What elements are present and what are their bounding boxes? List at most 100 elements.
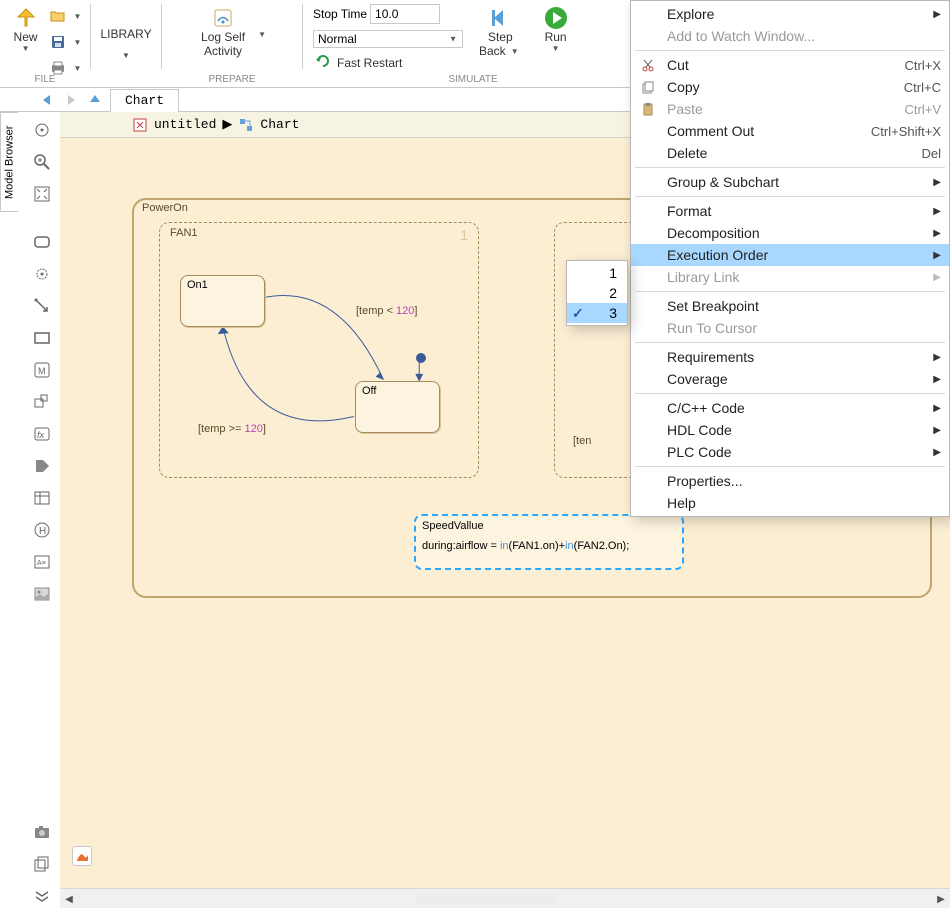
junction-icon[interactable] — [30, 262, 54, 286]
default-transition-dot[interactable] — [416, 353, 426, 363]
open-button[interactable] — [48, 6, 68, 26]
menu-group-subchart[interactable]: Group & Subchart▶ — [631, 171, 949, 193]
target-icon[interactable] — [30, 118, 54, 142]
transition-condition: [temp < 120] — [356, 305, 417, 317]
sim-mode-select[interactable]: Normal — [313, 30, 463, 48]
chart-icon — [238, 117, 254, 133]
collapse-icon[interactable] — [30, 884, 54, 908]
nav-back-button[interactable] — [36, 89, 58, 111]
menu-execution-order[interactable]: Execution Order▶ — [631, 244, 949, 266]
fit-icon[interactable] — [30, 182, 54, 206]
save-button[interactable] — [48, 32, 68, 52]
dropdown-arrow-icon[interactable]: ▼ — [71, 12, 85, 21]
submenu-item-3[interactable]: ✓ 3 — [567, 303, 627, 323]
dropdown-arrow-icon: ▼ — [19, 44, 33, 53]
step-back-button[interactable]: Step Back ▼ — [473, 2, 528, 62]
model-browser-tab[interactable]: Model Browser — [0, 112, 18, 212]
menu-explore[interactable]: Explore▶ — [631, 3, 949, 25]
copy-icon — [639, 78, 657, 96]
breadcrumb-chart[interactable]: Chart — [260, 117, 299, 132]
nav-up-button[interactable] — [84, 89, 106, 111]
state-label: SpeedVallue — [422, 520, 676, 532]
menu-decomposition[interactable]: Decomposition▶ — [631, 222, 949, 244]
menu-add-watch: Add to Watch Window... — [631, 25, 949, 47]
image-icon[interactable] — [30, 582, 54, 606]
svg-text:M: M — [38, 366, 46, 376]
state-label: FAN1 — [170, 227, 198, 239]
execution-order-submenu: 1 2 ✓ 3 — [566, 260, 628, 326]
menu-copy[interactable]: CopyCtrl+C — [631, 76, 949, 98]
breadcrumb-root[interactable]: untitled — [154, 117, 216, 132]
logself-label-2: Activity — [204, 44, 242, 58]
cut-icon — [639, 56, 657, 74]
svg-text:H: H — [39, 526, 46, 537]
scroll-right-button[interactable]: ▶ — [932, 889, 950, 909]
simulink-func-icon[interactable] — [30, 390, 54, 414]
dropdown-arrow-icon: ▼ — [508, 47, 522, 56]
truth-table-icon[interactable] — [30, 486, 54, 510]
nav-forward-button[interactable] — [60, 89, 82, 111]
execution-order-badge: 1 — [460, 227, 468, 243]
matlab-logo-icon[interactable] — [72, 846, 92, 866]
submenu-item-2[interactable]: 2 — [567, 283, 627, 303]
run-label: Run — [545, 30, 567, 44]
check-icon: ✓ — [572, 305, 584, 322]
camera-icon[interactable] — [30, 820, 54, 844]
menu-library-link: Library Link▶ — [631, 266, 949, 288]
state-fan1[interactable]: FAN1 1 On1 Off — [159, 222, 479, 478]
group-label-prepare: PREPARE — [162, 74, 302, 85]
dropdown-arrow-icon[interactable]: ▼ — [71, 64, 85, 73]
dropdown-arrow-icon: ▼ — [119, 51, 133, 60]
state-action-expr: during:airflow = in(FAN1.on)+in(FAN2.On)… — [422, 540, 676, 552]
run-button[interactable]: Run ▼ — [538, 2, 574, 57]
new-label: New — [14, 30, 38, 44]
horizontal-scrollbar[interactable]: ◀ ▶ — [60, 888, 950, 908]
zoom-in-icon[interactable] — [30, 150, 54, 174]
log-self-activity-button[interactable]: Log Self Activity — [195, 2, 251, 62]
menu-properties[interactable]: Properties... — [631, 470, 949, 492]
fast-restart-icon — [315, 54, 333, 71]
state-on1[interactable]: On1 — [180, 275, 265, 327]
palette: M fx H A≡ — [24, 112, 60, 908]
scroll-left-button[interactable]: ◀ — [60, 889, 78, 909]
tag-icon[interactable] — [30, 454, 54, 478]
dropdown-arrow-icon: ▼ — [549, 44, 563, 53]
menu-comment-out[interactable]: Comment OutCtrl+Shift+X — [631, 120, 949, 142]
menu-plc-code[interactable]: PLC Code▶ — [631, 441, 949, 463]
dropdown-arrow-icon[interactable]: ▼ — [71, 38, 85, 47]
copy-icon[interactable] — [30, 852, 54, 876]
library-button[interactable]: LIBRARY ▼ — [94, 23, 157, 64]
menu-set-breakpoint[interactable]: Set Breakpoint — [631, 295, 949, 317]
new-button[interactable]: New ▼ — [6, 2, 46, 80]
rounded-rect-icon[interactable] — [30, 230, 54, 254]
rect-icon[interactable] — [30, 326, 54, 350]
menu-ccpp-code[interactable]: C/C++ Code▶ — [631, 397, 949, 419]
stepback-label-1: Step — [488, 30, 513, 44]
tab-chart[interactable]: Chart — [110, 89, 179, 112]
menu-cut[interactable]: CutCtrl+X — [631, 54, 949, 76]
play-icon — [544, 6, 568, 30]
stoptime-label: Stop Time — [313, 7, 367, 21]
menu-requirements[interactable]: Requirements▶ — [631, 346, 949, 368]
history-icon[interactable]: H — [30, 518, 54, 542]
stoptime-input[interactable] — [370, 4, 440, 24]
dropdown-arrow-icon[interactable]: ▼ — [255, 30, 269, 39]
menu-format[interactable]: Format▶ — [631, 200, 949, 222]
svg-text:A≡: A≡ — [37, 560, 46, 567]
library-label: LIBRARY — [100, 27, 151, 41]
state-off[interactable]: Off — [355, 381, 440, 433]
annotation-icon[interactable]: A≡ — [30, 550, 54, 574]
transition-icon[interactable] — [30, 294, 54, 318]
graphical-func-icon[interactable]: fx — [30, 422, 54, 446]
menu-coverage[interactable]: Coverage▶ — [631, 368, 949, 390]
fast-restart-button[interactable]: Fast Restart — [313, 52, 463, 73]
menu-delete[interactable]: DeleteDel — [631, 142, 949, 164]
matlab-func-icon[interactable]: M — [30, 358, 54, 382]
state-label: On1 — [187, 279, 208, 291]
submenu-item-1[interactable]: 1 — [567, 263, 627, 283]
transition-condition: [ten — [573, 435, 591, 447]
state-speedvalue[interactable]: SpeedVallue during:airflow = in(FAN1.on)… — [414, 514, 684, 570]
menu-hdl-code[interactable]: HDL Code▶ — [631, 419, 949, 441]
paste-icon — [639, 100, 657, 118]
menu-help[interactable]: Help — [631, 492, 949, 514]
